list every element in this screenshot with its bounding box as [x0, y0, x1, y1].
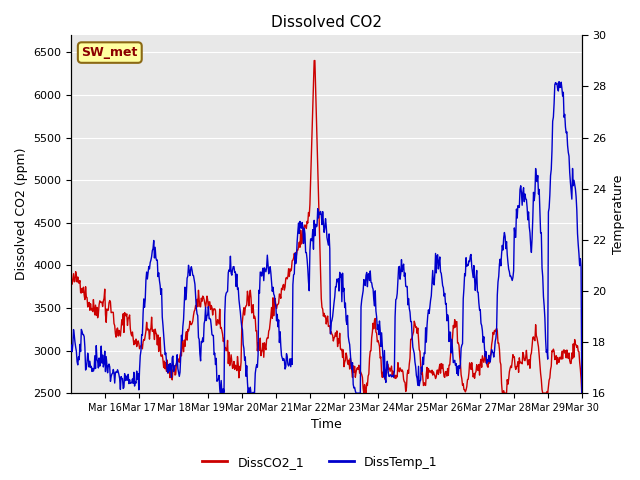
Y-axis label: Temperature: Temperature [612, 175, 625, 254]
Text: SW_met: SW_met [82, 46, 138, 59]
Legend: DissCO2_1, DissTemp_1: DissCO2_1, DissTemp_1 [197, 451, 443, 474]
X-axis label: Time: Time [311, 419, 342, 432]
Title: Dissolved CO2: Dissolved CO2 [271, 15, 382, 30]
Y-axis label: Dissolved CO2 (ppm): Dissolved CO2 (ppm) [15, 148, 28, 280]
